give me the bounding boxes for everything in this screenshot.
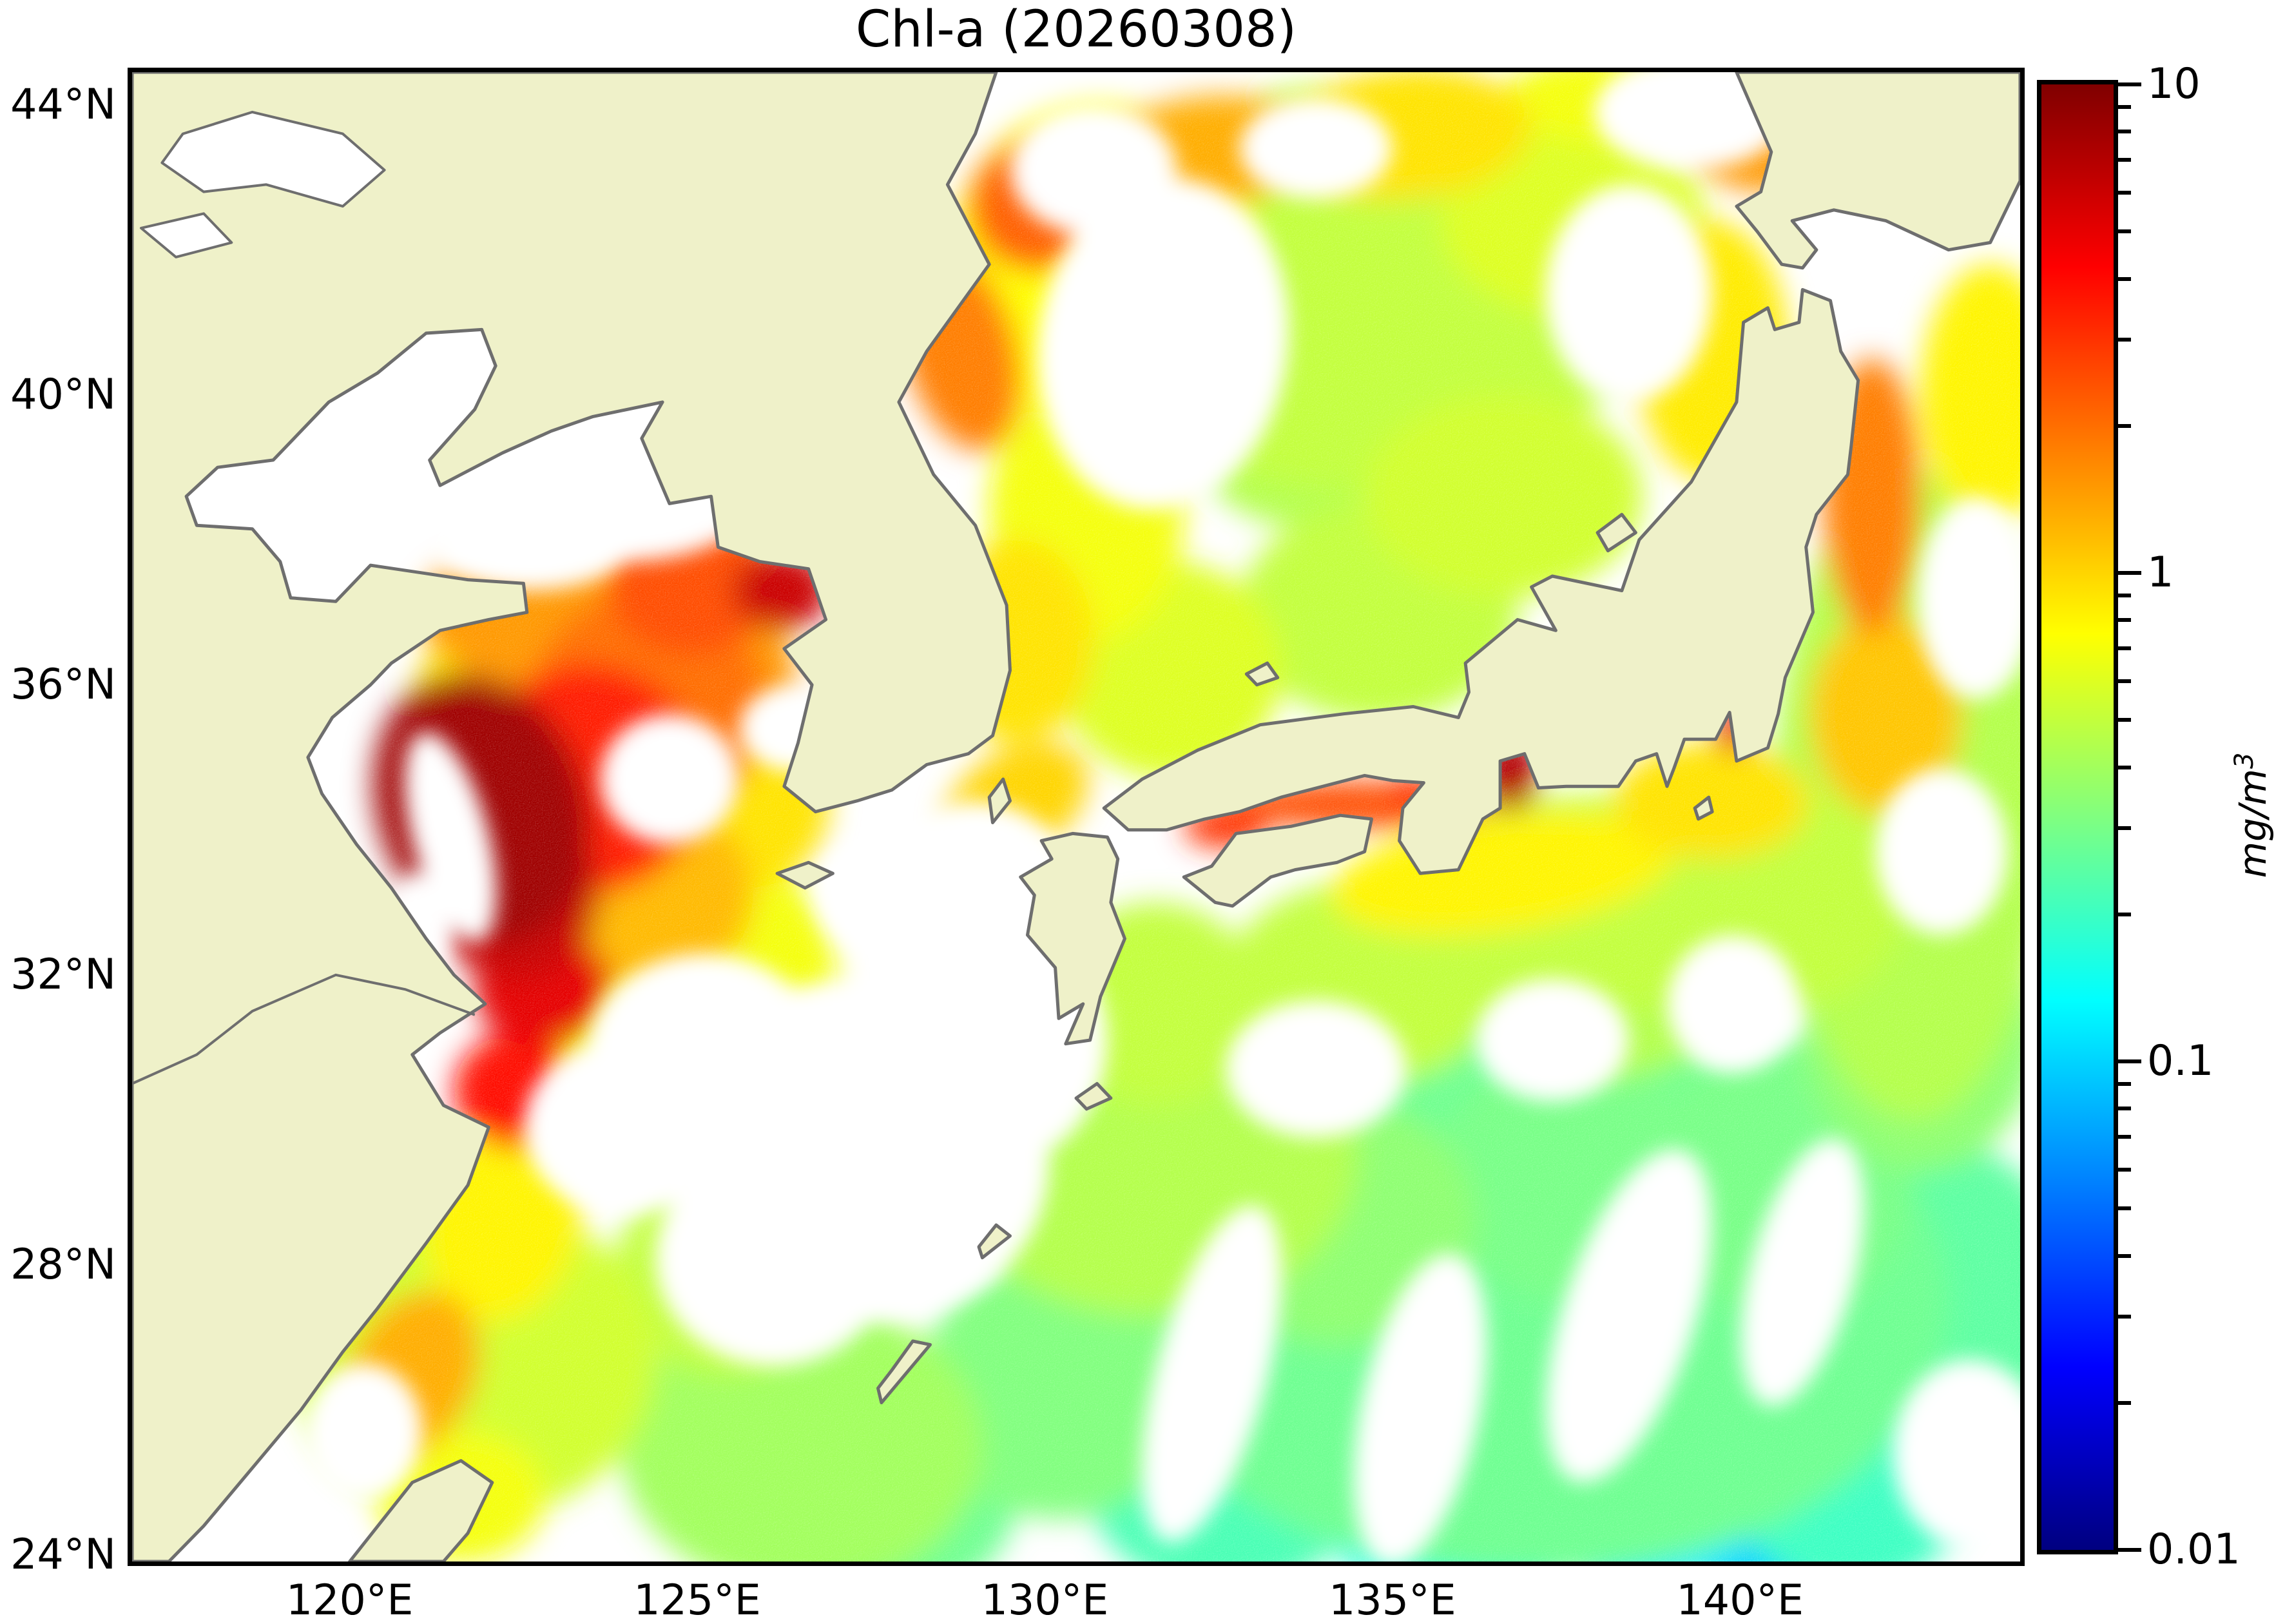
colorbar-minor-tick [2118, 104, 2131, 109]
chlorophyll-map [132, 72, 2020, 1561]
x-tick-label-135E: 135°E [1329, 1576, 1456, 1624]
colorbar-minor-tick [2118, 130, 2131, 134]
colorbar-major-tick [2118, 571, 2141, 575]
y-tick-label-24N: 24°N [10, 1530, 116, 1579]
y-tick-label-40N: 40°N [10, 370, 116, 419]
rivers [132, 973, 476, 1085]
y-tick-label-32N: 32°N [10, 950, 116, 999]
map-plot-area [128, 68, 2025, 1566]
colorbar-major-tick [2118, 1059, 2141, 1063]
colorbar-unit-label: mg/m3 [2230, 753, 2275, 878]
colorbar-minor-tick [2118, 1400, 2131, 1405]
colorbar-minor-tick [2118, 338, 2131, 342]
colorbar-minor-tick [2118, 1135, 2131, 1139]
unit-base: mg/m [2231, 769, 2275, 878]
land-polygons [132, 72, 2020, 1561]
colorbar [2037, 80, 2118, 1554]
colorbar-minor-tick [2118, 1315, 2131, 1319]
x-tick-label-125E: 125°E [633, 1576, 761, 1624]
y-tick-label-28N: 28°N [10, 1240, 116, 1289]
colorbar-major-tick [2118, 82, 2141, 86]
colorbar-minor-tick [2118, 765, 2131, 769]
colorbar-tick-label-0.1: 0.1 [2147, 1037, 2214, 1085]
colorbar-minor-tick [2118, 158, 2131, 162]
colorbar-minor-tick [2118, 276, 2131, 281]
colorbar-minor-tick [2118, 593, 2131, 597]
colorbar-gradient [2041, 84, 2114, 1550]
y-tick-label-44N: 44°N [10, 80, 116, 129]
x-tick-label-120E: 120°E [285, 1576, 414, 1624]
x-tick-label-130E: 130°E [981, 1576, 1109, 1624]
inland-lakes [140, 110, 386, 258]
colorbar-minor-tick [2118, 826, 2131, 831]
colorbar-tick-label-10: 10 [2147, 60, 2201, 108]
y-tick-label-36N: 36°N [10, 660, 116, 709]
colorbar-minor-tick [2118, 1081, 2131, 1086]
x-tick-label-140E: 140°E [1676, 1576, 1804, 1624]
colorbar-minor-tick [2118, 912, 2131, 916]
colorbar-minor-tick [2118, 618, 2131, 623]
colorbar-minor-tick [2118, 1107, 2131, 1111]
colorbar-minor-tick [2118, 1206, 2131, 1211]
colorbar-minor-tick [2118, 191, 2131, 195]
colorbar-minor-tick [2118, 646, 2131, 651]
colorbar-minor-tick [2118, 1168, 2131, 1172]
colorbar-minor-tick [2118, 679, 2131, 684]
colorbar-minor-tick [2118, 229, 2131, 234]
colorbar-minor-tick [2118, 718, 2131, 722]
chart-title: Chl-a (20260308) [855, 1, 1297, 59]
colorbar-minor-tick [2118, 1253, 2131, 1258]
colorbar-tick-label-0.01: 0.01 [2147, 1525, 2241, 1574]
unit-exponent: 3 [2229, 752, 2259, 769]
colorbar-major-tick [2118, 1548, 2141, 1552]
colorbar-minor-tick [2118, 423, 2131, 428]
colorbar-tick-label-1: 1 [2147, 548, 2174, 597]
